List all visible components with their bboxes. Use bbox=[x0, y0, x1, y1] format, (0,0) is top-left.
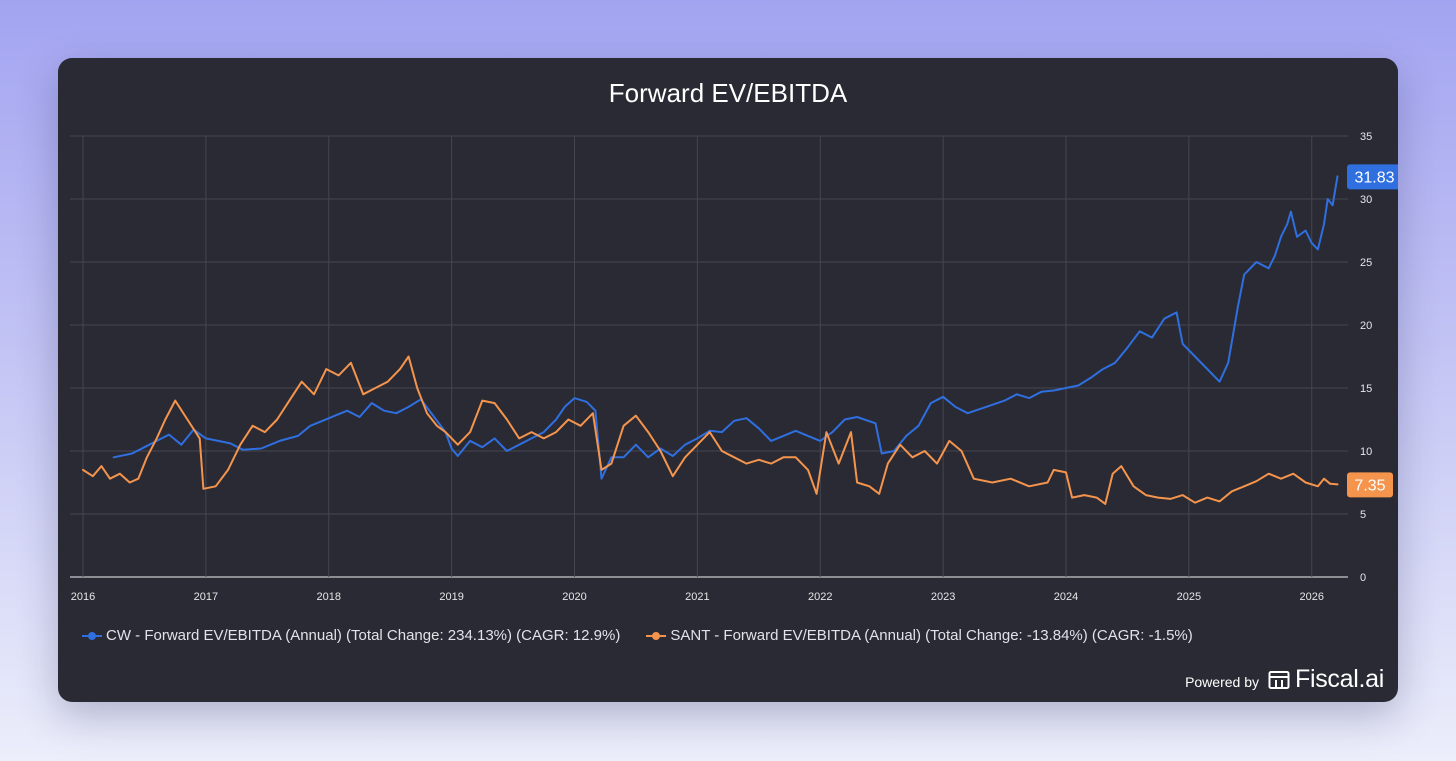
x-tick-label: 2019 bbox=[439, 591, 463, 603]
chart-legend: CW - Forward EV/EBITDA (Annual) (Total C… bbox=[82, 627, 1219, 644]
chart-title: Forward EV/EBITDA bbox=[608, 78, 848, 108]
last-value-label-sant: 7.35 bbox=[1354, 477, 1385, 494]
x-tick-label: 2026 bbox=[1299, 591, 1323, 603]
y-tick-label: 0 bbox=[1360, 572, 1366, 584]
x-tick-label: 2020 bbox=[562, 591, 586, 603]
x-tick-label: 2023 bbox=[931, 591, 955, 603]
powered-by-branding[interactable]: Powered by Fiscal.ai bbox=[1185, 665, 1384, 694]
grid-lines bbox=[70, 135, 1348, 578]
last-value-badge-cw bbox=[1347, 164, 1398, 190]
legend-label-sant: SANT - Forward EV/EBITDA (Annual) (Total… bbox=[670, 627, 1193, 644]
y-tick-label: 10 bbox=[1360, 446, 1372, 458]
series-lines bbox=[82, 175, 1339, 505]
last-value-label-cw: 31.83 bbox=[1354, 169, 1394, 186]
y-tick-label: 15 bbox=[1360, 383, 1372, 395]
y-tick-label: 5 bbox=[1360, 509, 1366, 521]
x-tick-label: 2018 bbox=[317, 591, 341, 603]
series-line-cw[interactable] bbox=[112, 175, 1339, 480]
x-tick-label: 2025 bbox=[1177, 591, 1201, 603]
y-tick-label: 30 bbox=[1360, 194, 1372, 206]
y-tick-label: 35 bbox=[1360, 131, 1372, 143]
x-tick-label: 2022 bbox=[808, 591, 832, 603]
brand-name: Fiscal.ai bbox=[1295, 665, 1384, 693]
legend-marker-sant bbox=[646, 630, 667, 642]
chart-card: Forward EV/EBITDA 0 5 10 15 20 25 30 35 2016 2017… bbox=[58, 58, 1398, 702]
legend-marker-cw bbox=[82, 630, 102, 642]
last-value-badge-sant bbox=[1347, 472, 1393, 498]
x-tick-label: 2016 bbox=[71, 591, 95, 603]
y-tick-label: 20 bbox=[1360, 320, 1372, 332]
x-tick-label: 2017 bbox=[194, 591, 218, 603]
fiscal-logo-icon bbox=[1268, 670, 1290, 689]
series-line-sant[interactable] bbox=[82, 355, 1339, 505]
x-tick-label: 2021 bbox=[685, 591, 709, 603]
y-tick-label: 25 bbox=[1360, 257, 1372, 269]
legend-label-cw: CW - Forward EV/EBITDA (Annual) (Total C… bbox=[106, 627, 621, 644]
x-tick-label: 2024 bbox=[1054, 591, 1078, 603]
last-value-badges: 31.83 7.35 bbox=[1347, 164, 1398, 498]
legend-item-cw[interactable]: CW - Forward EV/EBITDA (Annual) (Total C… bbox=[82, 627, 620, 644]
powered-by-label: Powered by bbox=[1185, 673, 1259, 690]
legend-item-sant[interactable]: SANT - Forward EV/EBITDA (Annual) (Total… bbox=[646, 627, 1193, 644]
